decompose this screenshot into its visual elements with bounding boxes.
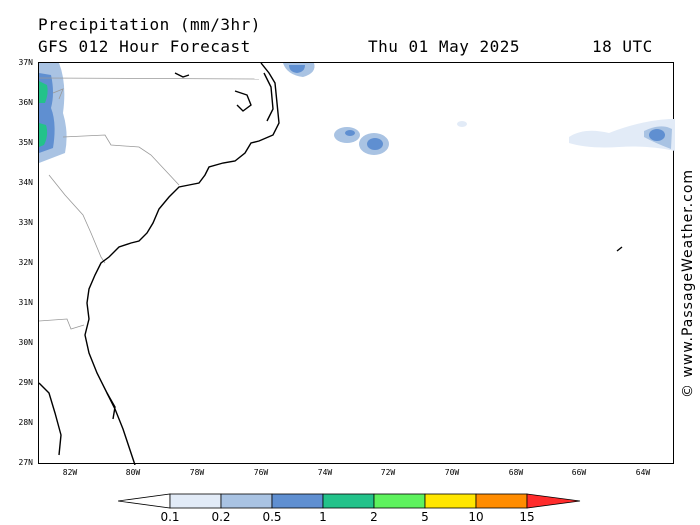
lon-label: 82W [62,468,78,477]
precip-east-core [649,129,665,141]
pamlico-sound [234,90,252,112]
precip-areas [39,63,675,163]
map-area[interactable] [38,62,675,466]
legend-swatch [475,493,528,509]
lon-label: 68W [508,468,524,477]
precip-east-light [569,119,675,151]
lat-label: 27N [18,458,33,467]
lon-label: 70W [444,468,460,477]
legend-swatch [373,493,426,509]
precip-north-core [289,65,305,73]
precip-offshore-1-core [345,130,355,136]
precip-offshore-2-core [367,138,383,150]
lon-label: 80W [125,468,141,477]
map-title: Precipitation (mm/3hr) [38,15,261,34]
lat-label: 29N [18,378,33,387]
legend-swatch-below [118,493,171,509]
legend-swatch [220,493,273,509]
lat-label: 33N [18,218,33,227]
legend-label: 10 [468,510,484,524]
border-sc-ga [48,174,106,264]
gulf-coast [38,382,62,456]
legend-swatch [169,493,222,509]
legend-swatch-above [526,493,581,509]
coastline [38,62,623,466]
state-borders [38,77,260,330]
lat-label: 31N [18,298,33,307]
lon-label: 66W [571,468,587,477]
lat-label: 30N [18,338,33,347]
color-legend [118,493,581,509]
lat-label: 34N [18,178,33,187]
florida-inlet [106,392,116,420]
legend-label: 5 [421,510,429,524]
legend-swatch [322,493,375,509]
legend-label: 15 [519,510,535,524]
bermuda [616,246,623,252]
chesapeake-fragment [174,72,190,78]
border-nc-sc [62,134,180,186]
lat-label: 28N [18,418,33,427]
forecast-time: 18 UTC [592,37,653,56]
lon-label: 76W [253,468,269,477]
lon-label: 64W [635,468,651,477]
legend-label: 0.1 [160,510,180,524]
legend-swatch [271,493,324,509]
lon-label: 74W [317,468,333,477]
copyright-text: © www.PassageWeather.com [680,168,696,398]
legend-label: 2 [370,510,378,524]
lon-label: 78W [189,468,205,477]
border-va-nc [38,77,260,80]
legend-label: 0.5 [262,510,282,524]
lat-label: 36N [18,98,33,107]
legend-label: 1 [319,510,327,524]
border-ga-fl [38,318,85,330]
lon-label: 72W [380,468,396,477]
mainland-coast [84,62,280,466]
map-svg [38,62,675,466]
precip-green-2 [39,123,48,147]
precip-green-1 [39,81,48,103]
model-label: GFS 012 Hour Forecast [38,37,251,56]
lat-label: 32N [18,258,33,267]
outer-banks [263,72,274,122]
lat-label: 35N [18,138,33,147]
precip-offshore-3 [457,121,467,127]
lat-label: 37N [18,58,33,67]
legend-swatch [424,493,477,509]
forecast-date: Thu 01 May 2025 [368,37,520,56]
legend-label: 0.2 [211,510,231,524]
border-tn-nc [52,88,64,100]
